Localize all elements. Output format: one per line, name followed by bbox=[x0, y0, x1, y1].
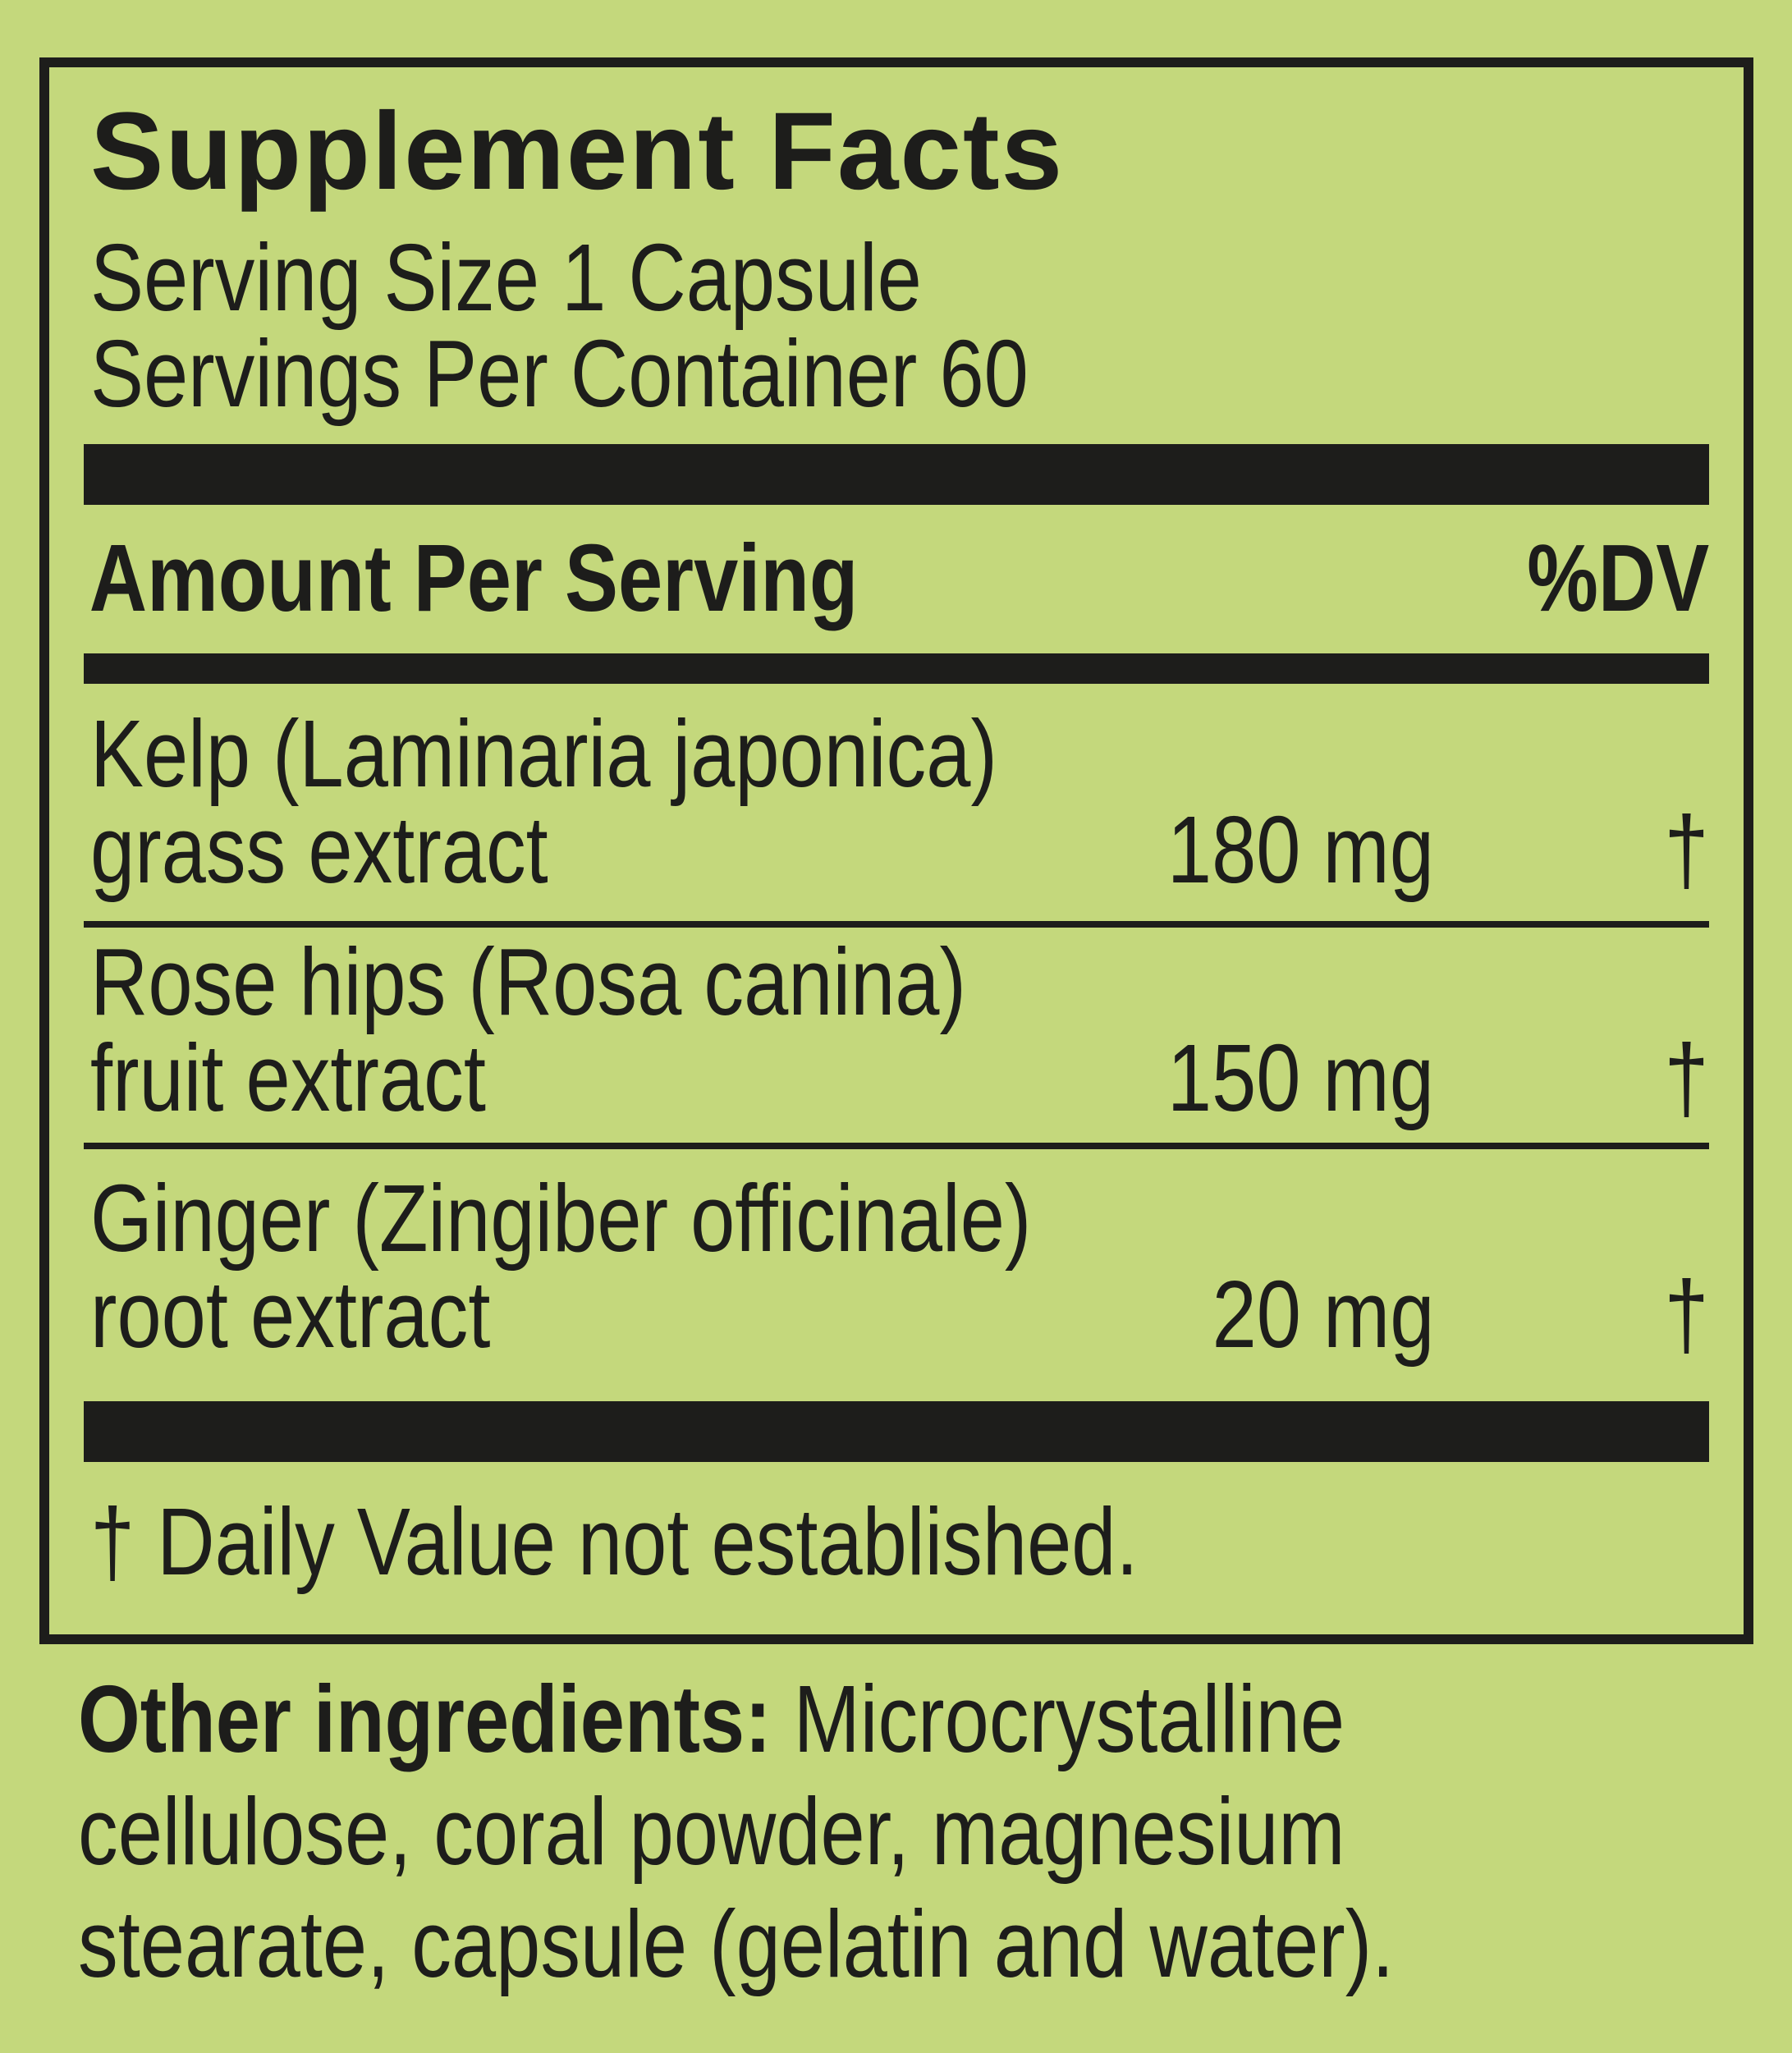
other-ingredients-text: cellulose, coral powder, magnesium bbox=[78, 1778, 1345, 1885]
other-ingredients-label: Other ingredients: bbox=[78, 1666, 772, 1772]
other-ingredients-line2: cellulose, coral powder, magnesium bbox=[78, 1776, 1645, 1888]
other-ingredients-text: Microcrystalline bbox=[771, 1666, 1345, 1772]
serving-size-text: Serving Size 1 Capsule bbox=[90, 224, 922, 331]
row-separator bbox=[84, 1143, 1709, 1149]
ingredient-dv-dagger: † bbox=[1656, 1267, 1709, 1363]
ingredient-dv-dagger: † bbox=[1656, 1030, 1709, 1126]
ingredient-name-line2: fruit extract 150 mg † bbox=[84, 1030, 1709, 1126]
ingredient-amount-text: 180 mg bbox=[1166, 796, 1434, 903]
ingredient-name-line1: Rose hips (Rosa canina) bbox=[84, 934, 1709, 1030]
serving-info-block: Serving Size 1 Capsule Servings Per Cont… bbox=[84, 230, 1709, 422]
ingredient-name-text: root extract bbox=[90, 1261, 491, 1368]
ingredient-name-line1: Ginger (Zingiber officinale) bbox=[84, 1171, 1709, 1267]
ingredient-amount: 150 mg bbox=[1116, 1030, 1434, 1126]
supplement-facts-panel: Supplement Facts Serving Size 1 Capsule … bbox=[39, 57, 1753, 1644]
amount-per-serving-label: Amount Per Serving bbox=[89, 525, 859, 631]
ingredient-name-line2: grass extract 180 mg † bbox=[84, 802, 1709, 898]
ingredient-row: Kelp (Laminaria japonica) grass extract … bbox=[84, 706, 1709, 898]
dagger-glyph: † bbox=[1664, 1261, 1709, 1368]
column-header-row: Amount Per Serving %DV bbox=[84, 530, 1709, 626]
ingredient-amount: 180 mg bbox=[1116, 802, 1434, 898]
other-ingredients-paragraph: Other ingredients: Microcrystalline cell… bbox=[78, 1663, 1645, 2000]
ingredient-name-text: Kelp (Laminaria japonica) bbox=[90, 700, 997, 807]
ingredient-amount-text: 20 mg bbox=[1212, 1261, 1434, 1368]
servings-per-container-text: Servings Per Container 60 bbox=[90, 320, 1029, 427]
dagger-glyph: † bbox=[1664, 796, 1709, 903]
daily-value-footnote-text: † Daily Value not established. bbox=[90, 1488, 1139, 1595]
row-separator bbox=[84, 921, 1709, 928]
ingredient-name-text: grass extract bbox=[90, 796, 548, 903]
daily-value-footnote: † Daily Value not established. bbox=[84, 1494, 1709, 1590]
ingredient-amount-text: 150 mg bbox=[1166, 1024, 1434, 1131]
ingredient-name-text: Rose hips (Rosa canina) bbox=[90, 928, 966, 1035]
ingredient-amount: 20 mg bbox=[1170, 1267, 1434, 1363]
divider-bar-header bbox=[84, 653, 1709, 684]
dagger-glyph: † bbox=[1664, 1024, 1709, 1131]
divider-bar-bottom bbox=[84, 1401, 1709, 1462]
serving-size-line: Serving Size 1 Capsule bbox=[84, 230, 1709, 326]
percent-dv-header: %DV bbox=[1492, 530, 1709, 626]
ingredient-row: Ginger (Zingiber officinale) root extrac… bbox=[84, 1171, 1709, 1363]
ingredient-name-text: fruit extract bbox=[90, 1024, 486, 1131]
ingredient-row: Rose hips (Rosa canina) fruit extract 15… bbox=[84, 934, 1709, 1126]
other-ingredients-line1: Other ingredients: Microcrystalline bbox=[78, 1663, 1645, 1776]
other-ingredients-text: stearate, capsule (gelatin and water). bbox=[78, 1890, 1395, 1997]
panel-title: Supplement Facts bbox=[90, 90, 1065, 213]
percent-dv-label: %DV bbox=[1526, 525, 1709, 631]
ingredient-name-line2: root extract 20 mg † bbox=[84, 1267, 1709, 1363]
ingredient-name-text: Ginger (Zingiber officinale) bbox=[90, 1165, 1032, 1272]
servings-per-container-line: Servings Per Container 60 bbox=[84, 326, 1709, 422]
other-ingredients-line3: stearate, capsule (gelatin and water). bbox=[78, 1888, 1645, 2000]
ingredient-name-line1: Kelp (Laminaria japonica) bbox=[84, 706, 1709, 802]
ingredient-dv-dagger: † bbox=[1656, 802, 1709, 898]
divider-bar-top bbox=[84, 444, 1709, 505]
